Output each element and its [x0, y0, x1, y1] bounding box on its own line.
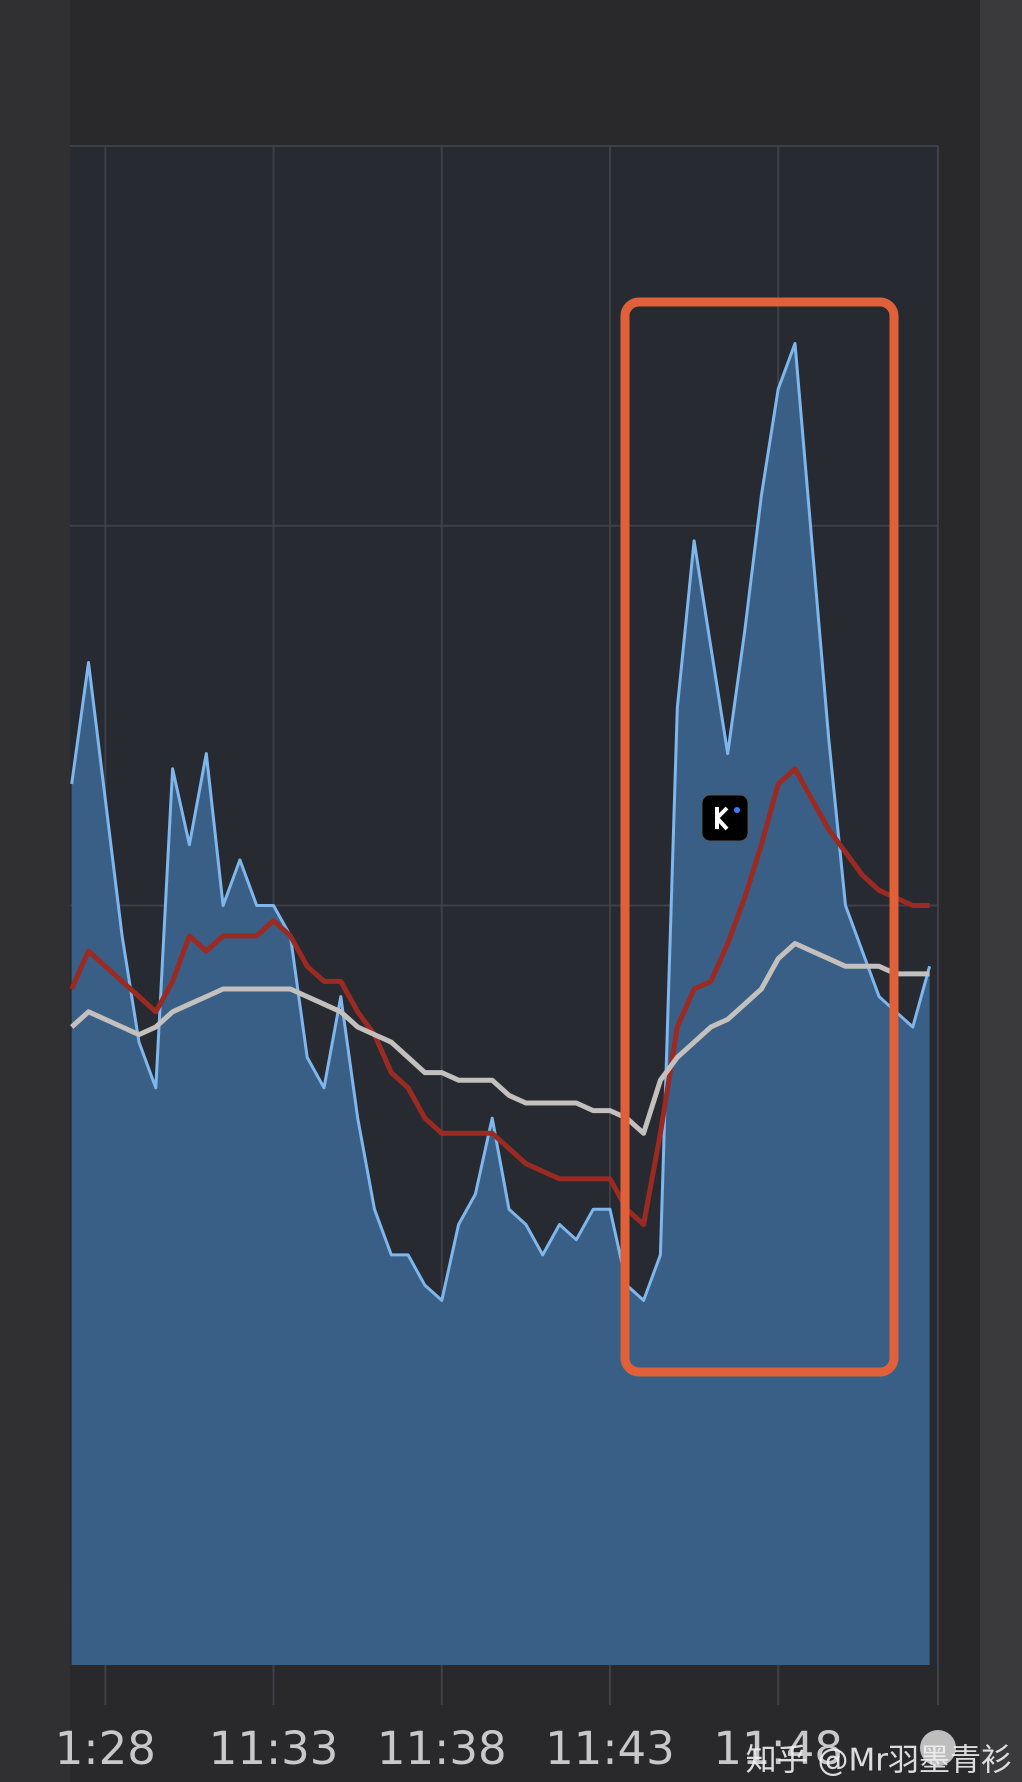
- watermark: 知乎 @Mr羽墨青衫: [746, 1743, 1012, 1779]
- x-tick-label: 11:38: [377, 1722, 507, 1775]
- x-tick-label: 11:33: [209, 1722, 339, 1775]
- right-strip: [980, 0, 1022, 1782]
- badge-bg: [701, 794, 749, 842]
- marks: [69, 342, 932, 1665]
- x-tick-label: 1:28: [55, 1722, 156, 1775]
- line: [70, 342, 932, 1302]
- corner-icon: [920, 1730, 956, 1766]
- logo-badge: [701, 794, 749, 842]
- labels: 1:28 11:33 11:38 11:43 11:48: [55, 1722, 843, 1775]
- badge-icon: [715, 806, 729, 831]
- highlight-box: [620, 297, 899, 1377]
- x-tick-label: 11:48: [713, 1722, 843, 1775]
- x-tick-label: 11:43: [545, 1722, 675, 1775]
- line: [70, 941, 930, 1136]
- line: [69, 766, 930, 1227]
- area: [71, 343, 930, 1665]
- badge-dot: [734, 807, 740, 813]
- left-strip: [0, 0, 70, 1782]
